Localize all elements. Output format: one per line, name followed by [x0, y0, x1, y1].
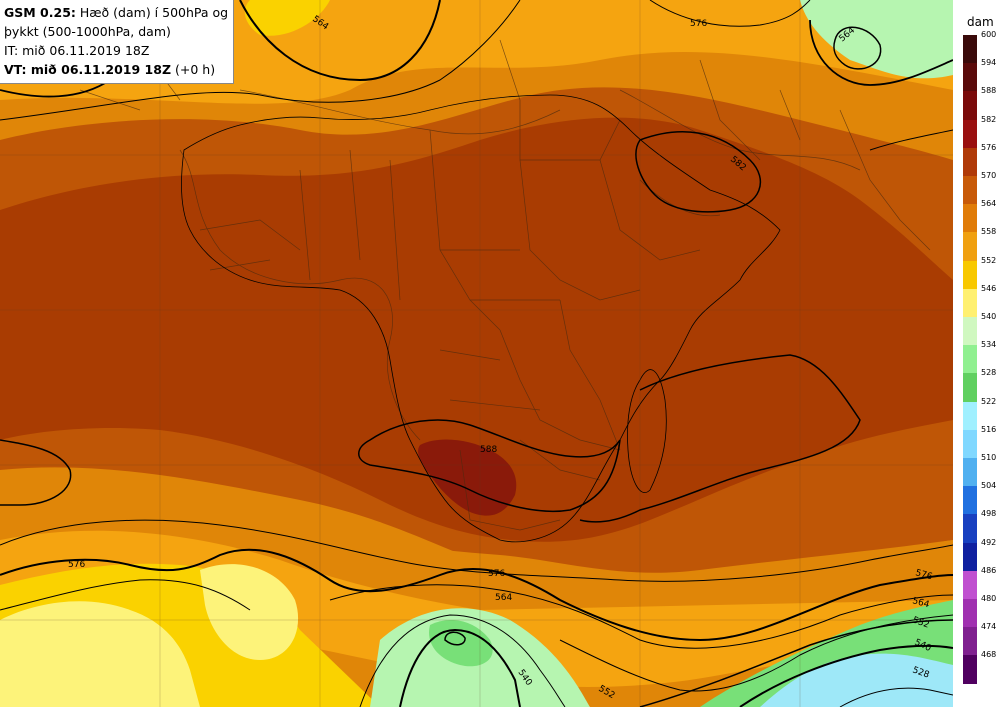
- contour-se-lowest: [839, 687, 954, 708]
- legend-swatch: [963, 63, 977, 92]
- contour-588-east: [579, 354, 861, 523]
- contour-552-low: [359, 614, 566, 708]
- legend-swatch: [963, 458, 977, 487]
- legend-swatch: [963, 260, 977, 289]
- legend-tick-label: 480: [981, 594, 997, 603]
- legend-tick-label: 534: [981, 340, 997, 350]
- contour-label: 576: [690, 19, 707, 29]
- legend-swatch: [963, 91, 977, 120]
- legend-tick-label: 474: [981, 622, 997, 632]
- contour-576-north: [649, 0, 811, 27]
- contour-label: 564: [495, 593, 512, 603]
- legend-swatch: [963, 486, 977, 515]
- height-contours: [0, 0, 954, 708]
- field-yellow-north: [244, 0, 330, 36]
- legend-tick-label: 546: [981, 283, 997, 293]
- legend-tick-label: 576: [981, 142, 997, 152]
- graticule: [0, 0, 953, 707]
- legend-tick-label: 600: [981, 30, 997, 39]
- coastlines: [181, 94, 781, 543]
- legend-tick-label: 582: [981, 114, 997, 124]
- legend-tick-label: 588: [981, 86, 997, 96]
- legend-swatch: [963, 232, 977, 261]
- contour-sw-1: [0, 579, 251, 611]
- forecast-offset: (+0 h): [171, 62, 216, 77]
- legend-tick-label: 552: [981, 255, 997, 265]
- legend-swatch: [963, 373, 977, 402]
- legend-tick-label: 522: [981, 396, 997, 406]
- field-orange-south: [0, 467, 953, 649]
- legend-swatch: [963, 147, 977, 176]
- contour-540-low: [399, 628, 521, 708]
- legend-swatch: [963, 317, 977, 346]
- legend-swatch: [963, 345, 977, 374]
- legend-tick-label: 498: [981, 509, 997, 519]
- contour-576-thick: [0, 548, 954, 642]
- legend-swatch: [963, 288, 977, 317]
- legend-tick-label: 516: [981, 424, 997, 434]
- legend-tick-label: 510: [981, 453, 997, 462]
- contour-label: 576: [68, 560, 85, 570]
- legend-unit: dam: [967, 15, 994, 29]
- legend-swatch: [963, 176, 977, 205]
- legend-colorbar: [963, 35, 977, 684]
- info-line-valid-time: VT: mið 06.11.2019 18Z (+0 h): [4, 60, 229, 79]
- field-cyan-southeast: [760, 653, 953, 707]
- contour-588-south: [358, 419, 621, 513]
- legend-swatch: [963, 204, 977, 233]
- field-light-orange-north: [0, 0, 953, 104]
- contour-588-west: [0, 439, 72, 506]
- contour-north-band: [0, 0, 521, 121]
- field-maroon-max: [418, 439, 517, 516]
- contour-564-ne: [809, 19, 954, 86]
- legend-tick-label: 528: [981, 368, 997, 378]
- color-legend: dam 600 594 588 582 576 570 564 558 552 546 540 534…: [953, 0, 1000, 707]
- legend-swatch: [963, 627, 977, 656]
- map-canvas: 564 576 564 582 588 576 564 576 552 540 …: [0, 0, 954, 708]
- legend-tick-label: 594: [981, 58, 997, 68]
- legend-swatch: [963, 542, 977, 571]
- model-name: GSM 0.25:: [4, 5, 76, 20]
- contour-label: 576: [488, 569, 505, 579]
- info-line-init-time: IT: mið 06.11.2019 18Z: [4, 43, 150, 58]
- legend-swatch: [963, 401, 977, 430]
- legend-tick-label: 504: [981, 481, 997, 491]
- contour-label: 576: [914, 568, 933, 582]
- field-description: Hæð (dam) í 500hPa og: [75, 5, 229, 20]
- weather-map: 564 576 564 582 588 576 564 576 552 540 …: [0, 0, 954, 708]
- contour-564-south: [329, 584, 954, 649]
- legend-tick-label: 468: [981, 650, 997, 660]
- contour-582-horn: [635, 131, 761, 213]
- info-line-model: GSM 0.25: Hæð (dam) í 500hPa og: [4, 3, 229, 22]
- legend-swatch: [963, 599, 977, 628]
- contour-ne-band: [869, 129, 954, 151]
- contour-label: 564: [911, 596, 930, 610]
- legend-swatch: [963, 429, 977, 458]
- legend-tick-label: 492: [981, 537, 997, 547]
- contour-label: 588: [480, 445, 497, 455]
- legend-tick-label: 540: [981, 312, 997, 321]
- legend-tick-label: 564: [981, 199, 997, 209]
- field-pale-yellow-southwest: [0, 601, 200, 707]
- contour-564-north: [239, 0, 441, 82]
- map-info-box: GSM 0.25: Hæð (dam) í 500hPa og þykkt (5…: [0, 0, 234, 84]
- legend-tick-label: 486: [981, 565, 997, 575]
- contour-center-low: [444, 631, 466, 646]
- legend-swatch: [963, 570, 977, 599]
- legend-swatch: [963, 655, 977, 684]
- contour-528-se: [739, 644, 954, 708]
- contour-564-closed: [833, 26, 882, 70]
- valid-time: VT: mið 06.11.2019 18Z: [4, 62, 172, 77]
- legend-swatch: [963, 119, 977, 148]
- contour-540-se: [639, 619, 954, 708]
- legend-tick-label: 558: [981, 227, 997, 237]
- contour-576-south: [0, 519, 954, 582]
- legend-tick-label: 570: [981, 171, 997, 180]
- field-pale-yellow-patch: [200, 564, 299, 660]
- legend-swatch: [963, 514, 977, 543]
- legend-swatch: [963, 35, 977, 64]
- info-line-thickness: þykkt (500-1000hPa, dam): [4, 24, 171, 39]
